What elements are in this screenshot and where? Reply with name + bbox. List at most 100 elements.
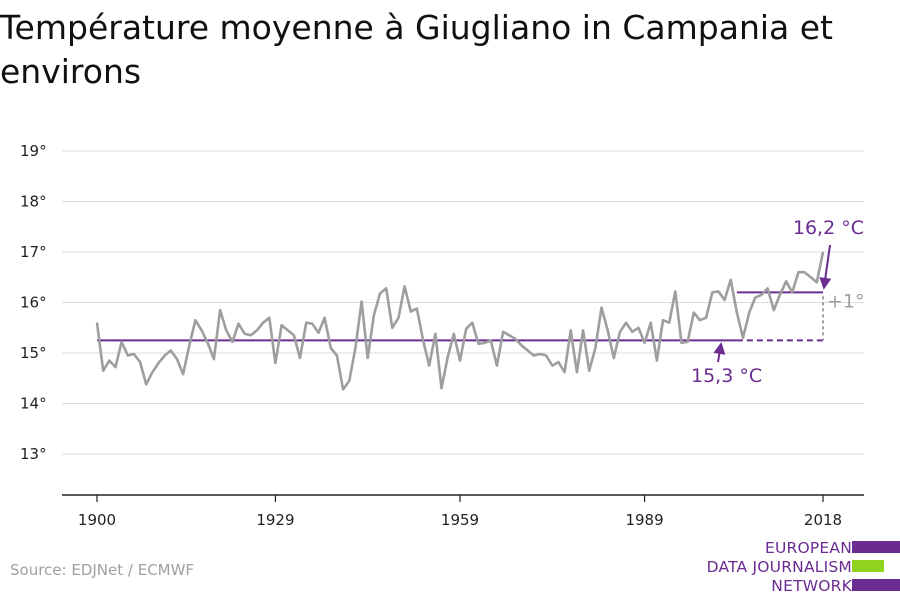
x-tick-label: 1989 [625, 511, 663, 529]
data-point [213, 358, 215, 360]
data-point [367, 357, 369, 359]
data-point [508, 334, 510, 336]
data-point [736, 312, 738, 314]
data-point [207, 342, 209, 344]
data-point [699, 319, 701, 321]
x-tick-label: 1929 [256, 511, 294, 529]
x-tick-label: 2018 [804, 511, 842, 529]
data-point [434, 333, 436, 335]
data-point [416, 308, 418, 310]
data-point [644, 342, 646, 344]
data-point [773, 309, 775, 311]
historical-average-label: 15,3 °C [691, 365, 762, 387]
data-point [237, 323, 240, 325]
data-point [570, 329, 572, 331]
data-point [139, 361, 141, 363]
data-point [693, 312, 695, 314]
x-tick-label: 1900 [78, 511, 116, 529]
data-point [96, 322, 98, 324]
data-point [797, 271, 800, 273]
data-point [453, 333, 455, 335]
data-point [361, 300, 363, 303]
data-point [631, 331, 633, 333]
data-point [810, 276, 812, 278]
data-point [317, 332, 320, 334]
data-point [724, 299, 726, 301]
historical-average-arrow [713, 342, 726, 363]
y-tick-label: 17° [20, 243, 47, 261]
data-point [662, 319, 664, 321]
data-point [490, 339, 492, 341]
data-point [194, 319, 196, 321]
data-point [397, 317, 400, 319]
data-point [250, 334, 252, 336]
data-point [262, 322, 264, 324]
data-point [274, 362, 276, 364]
data-point [244, 333, 246, 335]
y-tick-label: 15° [20, 344, 47, 362]
edjnet-logo: EUROPEAN DATA JOURNALISM NETWORK [700, 538, 900, 600]
data-point [176, 358, 178, 360]
data-point [459, 360, 461, 362]
data-point [354, 347, 356, 349]
data-point [256, 329, 258, 331]
data-point [650, 322, 652, 324]
data-point [410, 311, 412, 313]
data-point [385, 287, 387, 289]
data-point [471, 322, 473, 324]
data-point [188, 344, 190, 346]
source-note: Source: EDJNet / ECMWF [10, 561, 195, 579]
data-point [613, 357, 615, 359]
data-point [656, 360, 658, 362]
data-point [705, 317, 707, 319]
data-point [502, 331, 504, 333]
data-point [465, 328, 467, 330]
data-point [545, 354, 547, 357]
data-point [164, 354, 166, 357]
data-point [680, 342, 683, 344]
x-axis-ticks: 1900 1929 1959 1989 2018 [78, 495, 842, 529]
data-point [336, 354, 338, 357]
y-tick-label: 16° [20, 294, 47, 312]
data-point [619, 331, 621, 333]
data-point [564, 371, 566, 373]
data-point [779, 294, 781, 296]
data-point [342, 388, 344, 390]
data-point [730, 279, 732, 281]
data-point [711, 291, 713, 293]
data-point [447, 356, 449, 358]
data-point [145, 383, 147, 385]
data-point [557, 361, 560, 363]
y-tick-label: 13° [20, 445, 47, 463]
data-point [576, 371, 578, 373]
data-point [520, 344, 523, 346]
data-point [311, 323, 313, 325]
data-point [170, 349, 172, 352]
data-point [182, 373, 184, 375]
data-point [527, 349, 529, 352]
data-point [767, 287, 769, 289]
data-point [637, 327, 640, 329]
chart-title: Température moyenne à Giugliano in Campa… [0, 8, 833, 91]
data-point [791, 291, 793, 293]
grid-lines [62, 150, 864, 455]
data-point [477, 343, 480, 345]
data-point [231, 341, 233, 343]
data-point [287, 329, 289, 331]
data-point [625, 322, 627, 324]
data-point [514, 338, 517, 340]
data-point [748, 312, 750, 314]
data-point [742, 337, 744, 339]
data-point [391, 327, 393, 329]
data-point [133, 353, 135, 355]
data-point [108, 360, 110, 362]
data-point [127, 354, 129, 357]
data-point [428, 365, 430, 367]
data-point [760, 294, 763, 296]
logo-bar-purple-top [852, 541, 900, 553]
temperature-chart: 13° 14° 15° 16° 17° 18° 19° 1900 1929 1959 1989 20… [20, 142, 865, 529]
data-point [404, 285, 406, 287]
annotations: 16,2 °C 15,3 °C +1° [691, 217, 865, 387]
data-point [379, 292, 381, 294]
data-point [582, 329, 584, 331]
